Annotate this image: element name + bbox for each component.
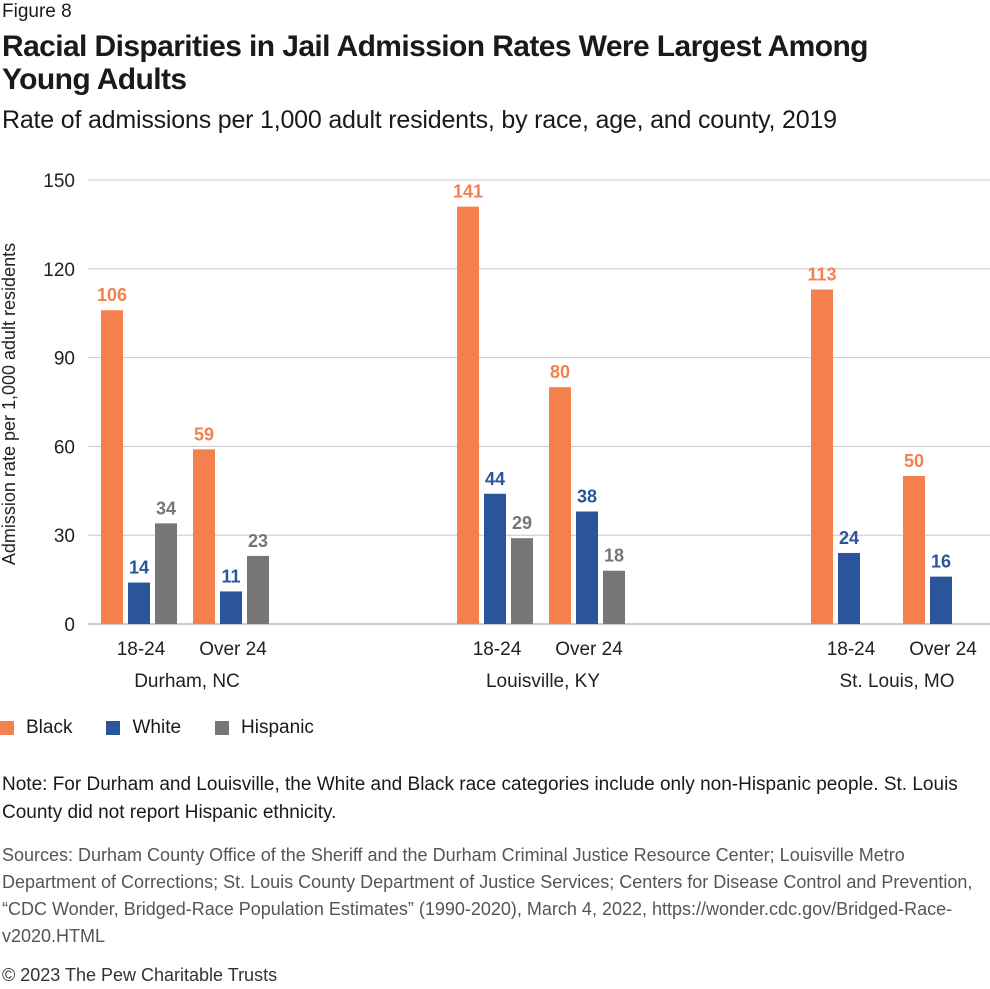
y-tick-label: 120: [43, 260, 75, 281]
x-tick-label: Over 24: [199, 639, 267, 660]
bar-white: [484, 493, 506, 624]
data-label: 59: [194, 424, 214, 444]
data-label: 34: [156, 498, 176, 518]
bar-white: [220, 591, 242, 624]
data-label: 11: [221, 566, 240, 586]
bar-hispanic: [603, 570, 625, 624]
bar-black: [457, 206, 479, 624]
bar-black: [549, 387, 571, 624]
bar-black: [811, 289, 833, 624]
data-label: 18: [604, 546, 624, 566]
legend-item-hispanic: Hispanic: [215, 717, 314, 739]
copyright: © 2023 The Pew Charitable Trusts: [2, 965, 278, 985]
county-label: Louisville, KY: [486, 671, 600, 692]
figure-label: Figure 8: [2, 1, 72, 22]
bar-hispanic: [511, 538, 533, 624]
county-label: St. Louis, MO: [839, 671, 954, 692]
legend-label-hispanic: Hispanic: [241, 717, 314, 738]
x-tick-label: Over 24: [555, 639, 623, 660]
data-label: 14: [129, 558, 149, 578]
legend-item-black: Black: [0, 717, 72, 739]
data-label: 113: [807, 265, 836, 285]
data-label: 38: [577, 487, 597, 507]
bar-white: [576, 511, 598, 624]
chart-subtitle: Rate of admissions per 1,000 adult resid…: [2, 106, 837, 134]
bar-white: [930, 576, 952, 624]
chart-sources: Sources: Durham County Office of the She…: [2, 845, 973, 946]
x-tick-label: 18-24: [827, 639, 876, 660]
data-label: 23: [248, 531, 268, 551]
bar-chart: 0 30 60 90 120 150 Admission rate per 1,000 ad…: [0, 171, 990, 692]
y-axis-label: Admission rate per 1,000 adult residents: [0, 243, 19, 565]
legend: Black White Hispanic: [0, 717, 348, 739]
y-tick-label: 0: [64, 615, 75, 636]
y-tick-label: 150: [43, 171, 75, 192]
legend-label-black: Black: [26, 717, 73, 738]
county-label: Durham, NC: [134, 671, 240, 692]
bar-black: [903, 476, 925, 624]
bar-hispanic: [155, 523, 177, 624]
y-tick-label: 60: [54, 437, 75, 458]
legend-swatch-hispanic: [215, 721, 230, 735]
bar-black: [193, 449, 215, 624]
data-label: 80: [550, 362, 570, 382]
legend-swatch-black: [0, 721, 14, 735]
y-tick-label: 30: [54, 526, 75, 547]
bar-hispanic: [247, 555, 269, 624]
x-tick-label: 18-24: [473, 639, 522, 660]
data-label: 16: [931, 552, 951, 572]
x-tick-label: Over 24: [909, 639, 977, 660]
chart-title: Racial Disparities in Jail Admission Rat…: [2, 30, 869, 96]
chart-note: Note: For Durham and Louisville, the Whi…: [2, 774, 958, 823]
bar-white: [838, 552, 860, 624]
data-label: 106: [97, 285, 127, 305]
data-label: 24: [839, 528, 859, 548]
bar-black: [101, 310, 123, 624]
x-tick-label: 18-24: [117, 639, 166, 660]
y-tick-label: 90: [54, 349, 75, 370]
data-label: 29: [512, 513, 532, 533]
data-label: 141: [453, 182, 483, 202]
data-label: 50: [904, 451, 924, 471]
data-label: 44: [485, 469, 505, 489]
bar-white: [128, 582, 150, 624]
legend-item-white: White: [106, 717, 181, 739]
legend-label-white: White: [132, 717, 182, 738]
legend-swatch-white: [106, 721, 121, 735]
